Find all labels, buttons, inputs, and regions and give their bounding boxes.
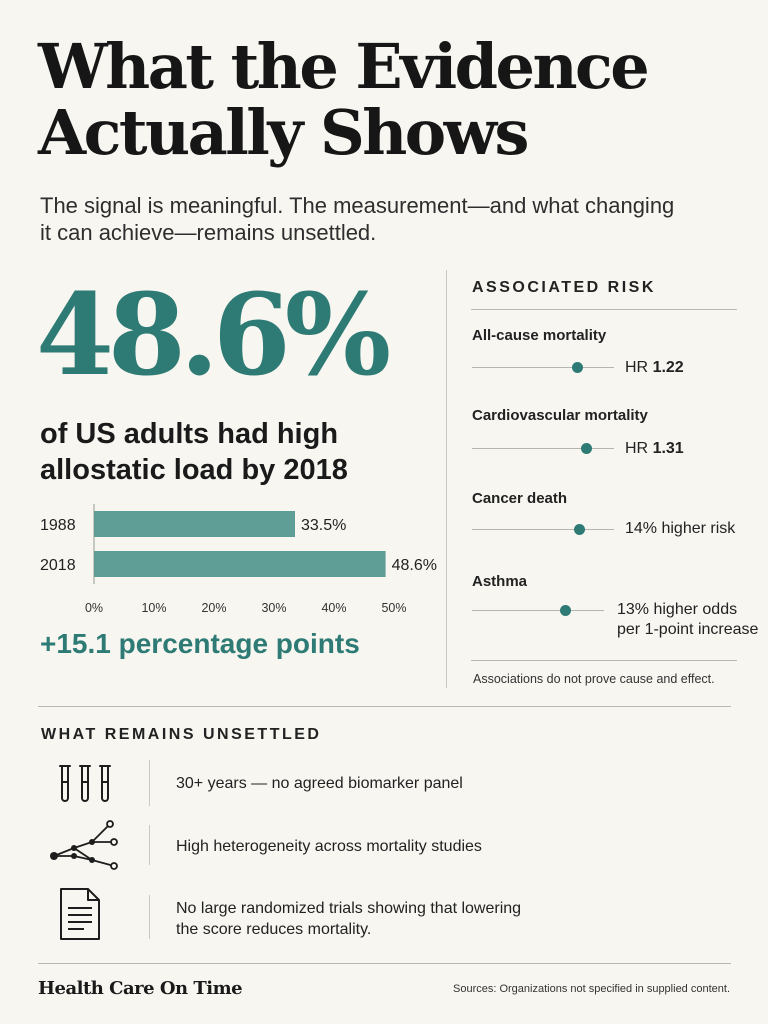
bar-category-label: 1988 [40, 517, 76, 534]
headline-stat-value: 48.6% [36, 270, 391, 401]
risk-value-asthma-line1: 13% higher odds [617, 601, 738, 618]
bar-value-label: 33.5% [301, 517, 346, 534]
unsettled-item-divider [149, 825, 150, 865]
bar [94, 511, 295, 537]
unsettled-item-text: 30+ years — no agreed biomarker panel [176, 775, 463, 792]
risk-label-cardiovascular: Cardiovascular mortality [472, 407, 648, 424]
unsettled-header: WHAT REMAINS UNSETTLED [41, 726, 322, 743]
unsettled-item-divider [149, 895, 150, 939]
bar-value-label: 48.6% [392, 557, 437, 574]
risk-header-rule [471, 309, 737, 310]
risk-footer-rule [471, 660, 737, 661]
risk-dot-cancer [574, 524, 585, 535]
risk-disclaimer-note: Associations do not prove cause and effe… [473, 672, 715, 686]
unsettled-item-text: No large randomized trials showing that … [176, 898, 521, 940]
network-graph-icon [50, 820, 118, 870]
change-stat: +15.1 percentage points [40, 628, 360, 659]
page-subtitle: The signal is meaningful. The measuremen… [40, 193, 675, 245]
column-divider [446, 270, 447, 688]
unsettled-item-line: No large randomized trials showing that … [176, 900, 522, 917]
risk-dot-all-cause [572, 362, 583, 373]
risk-label-asthma: Asthma [472, 573, 528, 590]
document-icon [60, 888, 100, 940]
unsettled-item-line: the score reduces mortality. [176, 921, 372, 938]
x-tick-label: 0% [85, 601, 103, 615]
associated-risk-header: ASSOCIATED RISK [472, 279, 656, 296]
x-tick-label: 40% [321, 601, 346, 615]
brand-name: Health Care On Time [38, 978, 243, 999]
risk-dot-asthma [560, 605, 571, 616]
test-tubes-icon [59, 765, 111, 802]
sources-note: Sources: Organizations not specified in … [453, 983, 730, 995]
risk-line-cardiovascular [472, 448, 614, 449]
unsettled-item-divider [149, 760, 150, 806]
risk-value-all-cause: HR 1.22 [625, 359, 684, 376]
risk-value-cancer: 14% higher risk [625, 520, 736, 537]
headline-stat-caption: of US adults had high allostatic load by… [40, 418, 348, 486]
trend-bar-chart: 1988 33.5% 2018 48.6% 0% 10% 20% 30% 40% 50% [40, 504, 437, 615]
risk-line-asthma [472, 610, 604, 611]
x-tick-label: 50% [381, 601, 406, 615]
risk-line-all-cause [472, 367, 614, 368]
risk-value-cardiovascular: HR 1.31 [625, 440, 684, 457]
footer-rule [38, 963, 731, 964]
risk-label-all-cause: All-cause mortality [472, 327, 607, 344]
risk-dot-cardiovascular [581, 443, 592, 454]
x-tick-label: 30% [261, 601, 286, 615]
risk-line-cancer [472, 529, 614, 530]
section-divider [38, 706, 731, 707]
x-tick-label: 20% [201, 601, 226, 615]
page-title: What the Evidence Actually Shows [38, 30, 650, 169]
unsettled-item-text: High heterogeneity across mortality stud… [176, 838, 482, 855]
bar [94, 551, 386, 577]
risk-value-asthma-line2: per 1-point increase [617, 621, 759, 638]
x-tick-label: 10% [141, 601, 166, 615]
risk-label-cancer: Cancer death [472, 490, 568, 507]
bar-category-label: 2018 [40, 557, 76, 574]
